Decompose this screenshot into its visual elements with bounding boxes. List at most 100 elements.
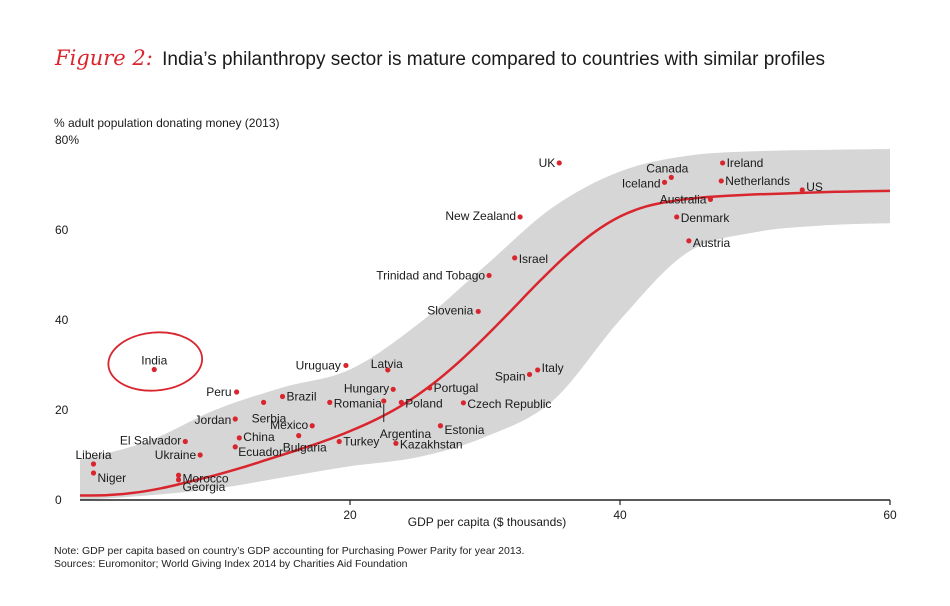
- data-point: [427, 385, 433, 391]
- figure-label: Figure 2:: [55, 46, 153, 70]
- y-tick-label: 0: [55, 493, 62, 507]
- data-point: [668, 174, 674, 180]
- india-highlight-circle: [107, 331, 204, 392]
- data-point: [398, 399, 404, 405]
- point-label: Hungary: [344, 381, 389, 395]
- data-point: [151, 366, 157, 373]
- x-tick-label: 40: [613, 508, 627, 522]
- data-point: [232, 416, 238, 422]
- data-point: [296, 433, 302, 439]
- y-tick-label: 60: [55, 223, 69, 237]
- data-point: [393, 440, 399, 446]
- point-label: Brazil: [287, 390, 317, 404]
- point-label: Czech Republic: [467, 397, 551, 411]
- point-label: El Salvador: [120, 434, 181, 448]
- point-label: Peru: [206, 385, 231, 399]
- point-label: Mexico: [270, 418, 308, 432]
- data-point: [261, 399, 267, 405]
- data-point: [175, 472, 182, 478]
- data-point: [460, 400, 466, 406]
- data-point: [718, 178, 724, 184]
- data-point: [437, 423, 444, 429]
- point-label: Latvia: [371, 357, 403, 371]
- data-point: [390, 386, 396, 392]
- data-point: [343, 362, 349, 369]
- x-tick-label: 60: [883, 508, 897, 522]
- data-point: [385, 367, 391, 373]
- data-point: [182, 438, 188, 445]
- data-point: [556, 160, 562, 166]
- point-label: China: [243, 430, 275, 444]
- footnote-note: Note: GDP per capita based on country’s …: [54, 545, 525, 557]
- data-point: [707, 196, 714, 202]
- data-point: [234, 389, 240, 395]
- chart-title: Figure 2: India’s philanthropy sector is…: [55, 46, 825, 71]
- footnote: Note: GDP per capita based on country’s …: [54, 545, 524, 571]
- point-label: Australia: [660, 192, 707, 206]
- point-label: Uruguay: [296, 358, 341, 372]
- data-point: [236, 435, 242, 441]
- point-label: Netherlands: [725, 174, 790, 188]
- confidence-band: [80, 149, 890, 500]
- point-label: Romania: [334, 396, 382, 410]
- point-label: Bulgaria: [283, 441, 327, 455]
- x-tick-label: 20: [343, 508, 357, 522]
- data-point: [279, 393, 286, 400]
- data-point: [486, 272, 492, 279]
- data-point: [674, 214, 680, 220]
- point-label: Ecuador: [238, 445, 283, 459]
- point-label: Argentina: [380, 427, 432, 441]
- point-label: Ireland: [727, 156, 764, 170]
- point-label: Trinidad and Tobago: [376, 268, 485, 282]
- point-label: Italy: [542, 361, 564, 375]
- point-label: Israel: [519, 252, 548, 266]
- data-point: [232, 444, 238, 450]
- point-label: Slovenia: [427, 303, 473, 317]
- y-axis-label: % adult population donating money (2013): [54, 116, 280, 130]
- point-label: Poland: [405, 396, 442, 410]
- trend-line: [79, 189, 891, 497]
- data-point: [175, 477, 182, 483]
- point-label: India: [141, 354, 167, 368]
- point-label: Iceland: [622, 176, 661, 190]
- title-text: India’s philanthropy sector is mature co…: [162, 49, 825, 70]
- data-point: [661, 179, 668, 185]
- y-tick-label: 80%: [55, 133, 79, 147]
- point-label: Ukraine: [155, 448, 197, 462]
- point-label: US: [806, 180, 823, 194]
- scatter-chart: 20 40 60 0 20 40 60 80% Liberia Niger El Salvador…: [55, 133, 897, 529]
- data-point: [327, 399, 333, 405]
- footnote-sources: Sources: Euromonitor; World Giving Index…: [54, 558, 408, 570]
- point-label: Jordan: [195, 413, 232, 427]
- point-label: UK: [539, 156, 556, 170]
- point-label: Portugal: [434, 381, 479, 395]
- x-axis-label: GDP per capita ($ thousands): [408, 515, 567, 529]
- data-point: [720, 160, 726, 166]
- data-point: [197, 452, 203, 458]
- point-label: Georgia: [183, 480, 226, 494]
- data-point: [336, 438, 342, 445]
- data-point: [686, 238, 692, 244]
- data-point: [381, 398, 387, 404]
- data-point: [309, 423, 315, 429]
- data-point: [90, 461, 97, 467]
- data-point: [535, 367, 541, 373]
- y-tick-label: 20: [55, 403, 69, 417]
- data-point: [517, 214, 523, 220]
- data-point: [526, 371, 533, 378]
- point-label: Kazakhstan: [400, 437, 463, 451]
- point-label: Turkey: [343, 435, 379, 449]
- data-point: [90, 470, 97, 476]
- point-label: Serbia: [252, 411, 287, 425]
- point-label: Denmark: [681, 211, 731, 225]
- point-label: Estonia: [444, 423, 484, 437]
- point-label: Morocco: [183, 471, 229, 485]
- point-label: New Zealand: [445, 209, 516, 223]
- point-label: Liberia: [76, 448, 112, 462]
- data-point: [475, 308, 481, 315]
- data-point: [799, 187, 805, 193]
- y-tick-label: 40: [55, 313, 69, 327]
- point-label: Canada: [646, 161, 688, 175]
- point-label: Austria: [693, 236, 731, 250]
- point-label: Spain: [495, 369, 526, 383]
